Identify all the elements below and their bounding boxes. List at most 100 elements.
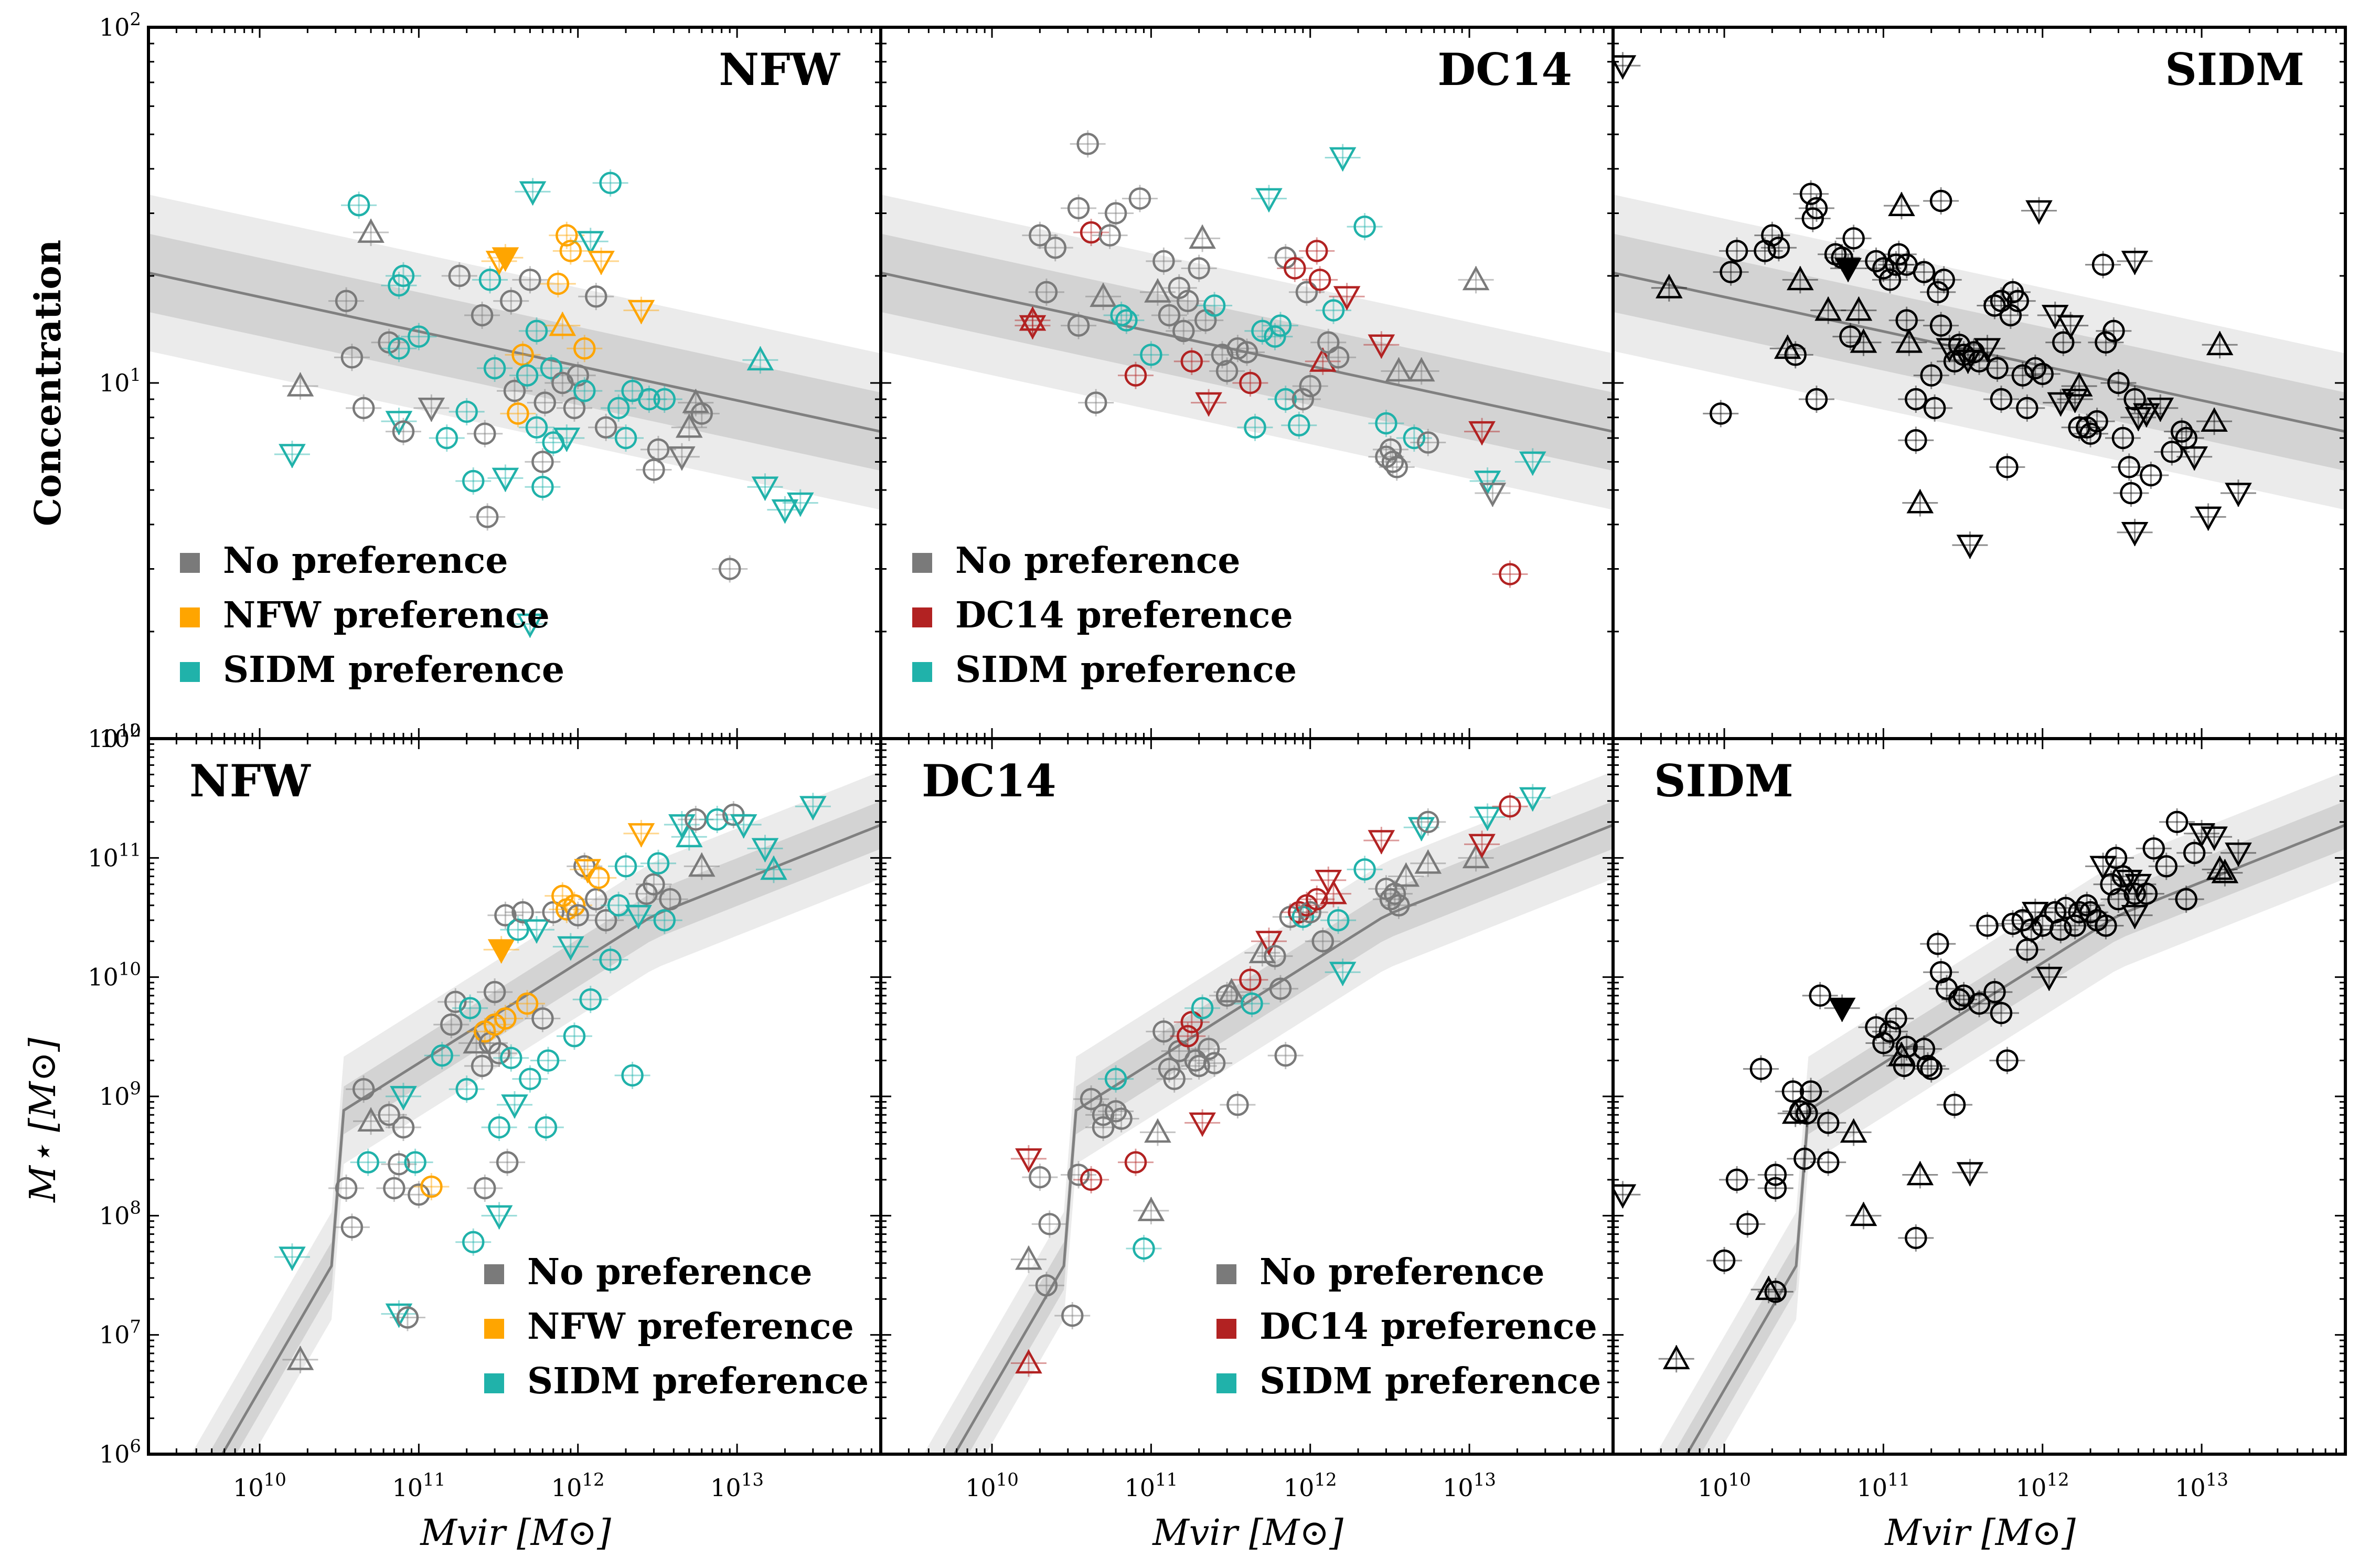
data-point bbox=[1850, 328, 1877, 353]
median-relation-line bbox=[953, 824, 1613, 1454]
data-point bbox=[542, 901, 564, 924]
data-point bbox=[1019, 306, 1047, 331]
data-point bbox=[352, 397, 375, 420]
data-point bbox=[1656, 274, 1683, 298]
data-point bbox=[573, 379, 596, 402]
data-point bbox=[523, 919, 550, 944]
plot-area bbox=[148, 169, 881, 638]
data-point bbox=[718, 558, 741, 580]
x-tick-label: 1012 bbox=[2016, 1469, 2069, 1502]
data-point bbox=[1080, 1168, 1103, 1191]
legend-label: No preference bbox=[527, 1251, 813, 1293]
data-point bbox=[1195, 392, 1222, 417]
data-point bbox=[1809, 984, 1831, 1007]
data-point bbox=[567, 364, 589, 387]
data-point bbox=[751, 476, 779, 501]
data-point bbox=[1885, 253, 1907, 276]
data-point bbox=[494, 904, 517, 927]
legend-label: NFW preference bbox=[527, 1306, 854, 1348]
data-point bbox=[1291, 388, 1315, 411]
data-point bbox=[1381, 451, 1404, 473]
data-point bbox=[643, 873, 665, 896]
data-point bbox=[392, 420, 415, 443]
data-point bbox=[2225, 483, 2252, 507]
data-point bbox=[1407, 357, 1435, 382]
data-point bbox=[2161, 441, 2183, 463]
data-point bbox=[1368, 334, 1395, 359]
data-point bbox=[347, 194, 370, 217]
data-point bbox=[771, 499, 799, 524]
y-axis-title-bottom: M⋆ [M⊙] bbox=[23, 1038, 64, 1203]
data-point bbox=[1104, 1068, 1127, 1091]
x-tick-label: 1010 bbox=[233, 1469, 286, 1502]
data-point bbox=[786, 492, 814, 517]
data-point bbox=[1933, 269, 1955, 291]
data-point bbox=[537, 1049, 560, 1072]
data-point bbox=[1044, 236, 1066, 259]
data-point bbox=[588, 250, 615, 275]
data-point bbox=[483, 357, 506, 380]
legend-swatch bbox=[484, 1319, 504, 1339]
data-point bbox=[383, 1177, 405, 1200]
data-point bbox=[1163, 1068, 1186, 1091]
data-point bbox=[2155, 855, 2178, 878]
data-point bbox=[1926, 281, 1949, 304]
data-point bbox=[685, 808, 707, 831]
data-point bbox=[501, 1094, 528, 1119]
data-point bbox=[585, 888, 607, 911]
data-point bbox=[1888, 1041, 1915, 1066]
data-point bbox=[567, 904, 589, 927]
data-point bbox=[1203, 1052, 1226, 1074]
panel-title: NFW bbox=[719, 44, 840, 95]
data-point bbox=[1191, 997, 1214, 1019]
data-point bbox=[1805, 388, 1828, 411]
data-point bbox=[396, 1306, 419, 1329]
data-point bbox=[1786, 265, 1814, 291]
data-point bbox=[516, 613, 544, 638]
data-point bbox=[390, 1086, 417, 1111]
data-point bbox=[1308, 269, 1331, 291]
data-point bbox=[2181, 446, 2208, 471]
data-point bbox=[2111, 426, 2134, 450]
data-point bbox=[1799, 183, 1822, 205]
data-point bbox=[473, 422, 496, 445]
data-point bbox=[1019, 315, 1047, 340]
data-point bbox=[462, 1231, 485, 1254]
data-point bbox=[408, 1183, 430, 1206]
data-point bbox=[1905, 388, 1927, 411]
data-point bbox=[1180, 1011, 1203, 1033]
legend-swatch bbox=[1216, 1319, 1236, 1339]
y-tick-label: 106 bbox=[99, 1436, 141, 1468]
data-point bbox=[378, 1103, 400, 1126]
data-point bbox=[1189, 224, 1216, 249]
data-point bbox=[1124, 1151, 1147, 1174]
y-tick-label: 109 bbox=[99, 1078, 141, 1111]
data-point bbox=[444, 990, 467, 1014]
data-point bbox=[553, 428, 581, 452]
panel-bottom-dc14: 1010 1011 1012 1013 DC14 No preference DC14 pr… bbox=[879, 737, 1615, 1502]
data-point bbox=[675, 823, 703, 848]
data-point bbox=[625, 904, 652, 930]
x-tick-label: 1010 bbox=[1698, 1469, 1751, 1502]
data-point bbox=[2111, 865, 2134, 888]
data-point bbox=[404, 1151, 426, 1174]
data-point bbox=[357, 1151, 379, 1174]
data-point bbox=[1414, 849, 1442, 874]
x-tick-label: 1013 bbox=[2175, 1469, 2228, 1502]
data-point bbox=[1828, 997, 1856, 1022]
data-point bbox=[621, 1064, 644, 1087]
data-point bbox=[535, 1116, 558, 1139]
data-point bbox=[1990, 1001, 2013, 1025]
data-point bbox=[448, 264, 471, 287]
data-point bbox=[2175, 888, 2197, 911]
data-point bbox=[1133, 1237, 1155, 1260]
data-point bbox=[1218, 978, 1245, 1002]
data-point bbox=[335, 1177, 358, 1200]
data-point bbox=[1322, 299, 1345, 322]
data-point bbox=[1878, 1020, 1902, 1043]
data-point bbox=[1968, 992, 1991, 1015]
data-point bbox=[1110, 1107, 1133, 1130]
data-point bbox=[418, 398, 445, 422]
data-point bbox=[2050, 918, 2072, 941]
